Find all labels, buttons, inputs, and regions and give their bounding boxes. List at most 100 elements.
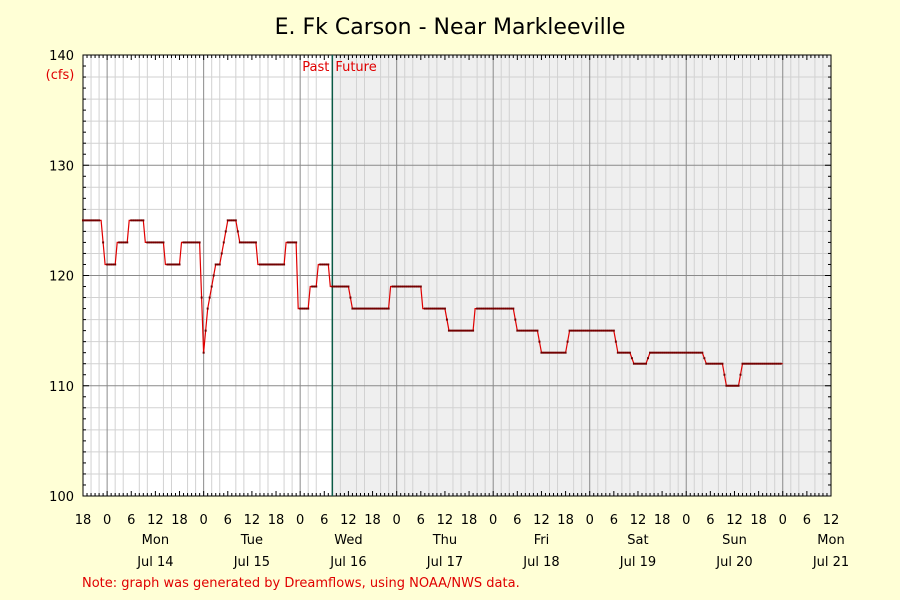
flow-data-point bbox=[405, 285, 408, 288]
x-tick-label: 6 bbox=[320, 513, 328, 528]
flow-data-point bbox=[283, 263, 286, 266]
flow-data-point bbox=[588, 329, 591, 332]
flow-data-point bbox=[387, 307, 390, 310]
flow-data-point bbox=[449, 329, 452, 332]
flow-data-point bbox=[112, 263, 115, 266]
y-tick-label: 100 bbox=[49, 490, 74, 505]
flow-data-point bbox=[311, 285, 314, 288]
x-tick-label: 0 bbox=[779, 513, 787, 528]
flow-data-point bbox=[377, 307, 380, 310]
flow-data-point bbox=[168, 263, 171, 266]
flow-data-point bbox=[580, 329, 583, 332]
flow-data-point bbox=[291, 241, 294, 244]
flow-data-point bbox=[665, 351, 668, 354]
flow-data-point bbox=[246, 241, 249, 244]
flow-data-point bbox=[411, 285, 414, 288]
flow-data-point bbox=[773, 362, 776, 365]
x-tick-label: 12 bbox=[533, 513, 550, 528]
flow-data-point bbox=[737, 384, 740, 387]
flow-data-point bbox=[542, 351, 545, 354]
flow-data-point bbox=[765, 362, 768, 365]
x-tick-label: 18 bbox=[268, 513, 285, 528]
flow-data-point bbox=[433, 307, 436, 310]
date-label: Jul 16 bbox=[329, 555, 366, 570]
flow-data-point bbox=[462, 329, 465, 332]
x-tick-label: 6 bbox=[513, 513, 521, 528]
future-label: Future bbox=[335, 60, 376, 75]
date-label: Jul 14 bbox=[136, 555, 173, 570]
flow-data-point bbox=[293, 241, 296, 244]
flow-data-point bbox=[640, 362, 643, 365]
flow-data-point bbox=[403, 285, 406, 288]
flow-data-point bbox=[132, 219, 135, 222]
x-tick-label: 0 bbox=[103, 513, 111, 528]
flow-data-point bbox=[279, 263, 282, 266]
flow-data-point bbox=[441, 307, 444, 310]
flow-data-point bbox=[606, 329, 609, 332]
flow-data-point bbox=[260, 263, 263, 266]
flow-data-point bbox=[174, 263, 177, 266]
x-tick-label: 18 bbox=[654, 513, 671, 528]
flow-data-point bbox=[92, 219, 95, 222]
flow-data-point bbox=[695, 351, 698, 354]
flow-data-point bbox=[407, 285, 410, 288]
flow-data-point bbox=[659, 351, 662, 354]
flow-data-point bbox=[379, 307, 382, 310]
x-tick-label: 0 bbox=[393, 513, 401, 528]
flow-data-point bbox=[220, 252, 223, 255]
flow-data-point bbox=[250, 241, 253, 244]
flow-data-point bbox=[546, 351, 549, 354]
flow-data-point bbox=[592, 329, 595, 332]
flow-data-point bbox=[248, 241, 251, 244]
flow-data-point bbox=[645, 362, 648, 365]
flow-data-point bbox=[651, 351, 654, 354]
flow-data-point bbox=[108, 263, 111, 266]
flow-data-point bbox=[751, 362, 754, 365]
flow-data-point bbox=[431, 307, 434, 310]
flow-data-point bbox=[715, 362, 718, 365]
flow-data-point bbox=[425, 307, 428, 310]
flow-data-point bbox=[624, 351, 627, 354]
flow-data-point bbox=[353, 307, 356, 310]
flow-data-point bbox=[86, 219, 89, 222]
flow-data-point bbox=[301, 307, 304, 310]
flow-data-point bbox=[136, 219, 139, 222]
flow-data-point bbox=[429, 307, 432, 310]
flow-data-point bbox=[277, 263, 280, 266]
flow-data-point bbox=[315, 285, 318, 288]
flow-data-point bbox=[667, 351, 670, 354]
x-tick-label: 12 bbox=[147, 513, 164, 528]
flow-data-point bbox=[693, 351, 696, 354]
x-tick-label: 12 bbox=[823, 513, 840, 528]
flow-data-point bbox=[266, 263, 269, 266]
flow-data-point bbox=[705, 362, 708, 365]
flow-data-point bbox=[590, 329, 593, 332]
flow-data-point bbox=[775, 362, 778, 365]
flow-data-point bbox=[709, 362, 712, 365]
flow-data-point bbox=[534, 329, 537, 332]
flow-data-point bbox=[699, 351, 702, 354]
flow-data-point bbox=[614, 340, 617, 343]
flow-data-point bbox=[138, 219, 141, 222]
flow-data-point bbox=[482, 307, 485, 310]
flow-data-point bbox=[576, 329, 579, 332]
x-tick-label: 0 bbox=[200, 513, 208, 528]
flow-data-point bbox=[281, 263, 284, 266]
x-tick-label: 18 bbox=[171, 513, 188, 528]
x-tick-label: 6 bbox=[803, 513, 811, 528]
flow-data-point bbox=[238, 241, 241, 244]
flow-data-point bbox=[120, 241, 123, 244]
x-tick-label: 18 bbox=[750, 513, 767, 528]
day-label: Mon bbox=[142, 533, 169, 548]
flow-data-point bbox=[653, 351, 656, 354]
flow-data-point bbox=[526, 329, 529, 332]
flow-data-point bbox=[150, 241, 153, 244]
flow-data-point bbox=[345, 285, 348, 288]
flow-data-point bbox=[202, 351, 205, 354]
flow-data-point bbox=[146, 241, 149, 244]
flow-data-point bbox=[663, 351, 666, 354]
flow-data-point bbox=[453, 329, 456, 332]
date-label: Jul 21 bbox=[812, 555, 849, 570]
x-tick-label: 0 bbox=[682, 513, 690, 528]
